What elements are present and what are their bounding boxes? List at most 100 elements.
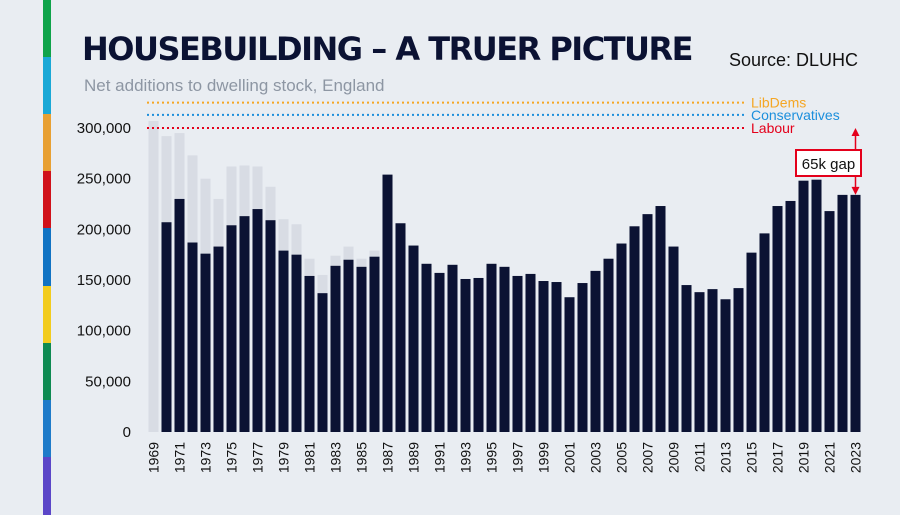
data-bar <box>694 292 705 432</box>
reference-label: Conservatives <box>751 107 840 123</box>
stripe-segment <box>43 114 51 173</box>
chart-subtitle: Net additions to dwelling stock, England <box>84 76 385 95</box>
x-tick-label: 1983 <box>328 442 344 473</box>
y-tick-label: 100,000 <box>77 323 131 340</box>
data-bar <box>265 220 276 432</box>
data-bar <box>486 263 497 432</box>
x-tick-label: 1991 <box>432 442 448 473</box>
x-tick-label: 2013 <box>718 442 734 473</box>
x-tick-label: 1973 <box>198 442 214 473</box>
x-tick-label: 2003 <box>588 442 604 473</box>
data-bar <box>824 211 835 432</box>
data-bar <box>564 297 575 432</box>
source-label: Source: DLUHC <box>728 50 858 70</box>
data-bar <box>850 194 861 432</box>
data-bar <box>421 263 432 432</box>
data-bar <box>356 266 367 432</box>
data-bar <box>174 198 185 432</box>
data-bar <box>642 214 653 432</box>
data-bar <box>473 277 484 432</box>
x-tick-label: 2019 <box>796 442 812 473</box>
stripe-segment <box>43 456 51 515</box>
data-bar <box>304 275 315 432</box>
stripe-segment <box>43 57 51 116</box>
data-bar <box>681 285 692 432</box>
data-bar <box>161 222 172 432</box>
data-bar <box>512 275 523 432</box>
gap-arrow-down-head <box>851 186 860 195</box>
x-tick-label: 1989 <box>406 442 422 473</box>
x-tick-label: 2001 <box>562 442 578 473</box>
stripe-segment <box>43 285 51 344</box>
x-tick-label: 1977 <box>250 442 266 473</box>
data-bar <box>616 243 627 432</box>
data-bar <box>317 293 328 432</box>
data-bar <box>408 245 419 432</box>
data-bar <box>785 200 796 432</box>
data-bar <box>291 254 302 432</box>
data-bar <box>668 246 679 432</box>
chart-title: HOUSEBUILDING – A TRUER PICTURE <box>82 30 694 68</box>
gap-label-box <box>795 149 862 177</box>
data-bar <box>343 259 354 432</box>
x-tick-label: 1987 <box>380 442 396 473</box>
data-bar <box>369 256 380 432</box>
x-tick-label: 2009 <box>666 442 682 473</box>
data-bar <box>434 272 445 432</box>
reference-label: Labour <box>751 120 795 136</box>
x-tick-label: 2005 <box>614 442 630 473</box>
x-tick-label: 2007 <box>640 442 656 473</box>
x-tick-label: 2011 <box>692 442 708 472</box>
data-bar <box>603 258 614 432</box>
x-tick-label: 1975 <box>224 442 240 473</box>
y-tick-label: 150,000 <box>77 272 131 289</box>
data-bar <box>499 266 510 432</box>
data-bar <box>538 281 549 432</box>
data-bar <box>460 278 471 432</box>
data-bar <box>655 206 666 432</box>
y-tick-label: 0 <box>123 424 131 441</box>
data-bar <box>629 226 640 432</box>
data-bar <box>252 209 263 432</box>
data-bar <box>525 273 536 432</box>
data-bar <box>226 225 237 432</box>
data-bar <box>330 265 341 432</box>
data-bar <box>447 264 458 432</box>
data-bar <box>772 206 783 432</box>
y-tick-label: 200,000 <box>77 221 131 238</box>
data-bar <box>551 282 562 432</box>
data-bar <box>837 194 848 432</box>
data-bar <box>733 288 744 432</box>
data-bar <box>577 283 588 432</box>
data-bar <box>798 180 809 432</box>
stripe-segment <box>43 342 51 401</box>
x-tick-label: 1981 <box>302 442 318 473</box>
x-tick-label: 1969 <box>146 442 162 473</box>
x-tick-label: 2021 <box>822 442 838 473</box>
data-bar <box>200 253 211 432</box>
data-bar <box>590 270 601 432</box>
x-tick-label: 1997 <box>510 442 526 473</box>
gap-label: 65k gap <box>802 156 855 173</box>
reference-label: LibDems <box>751 95 806 111</box>
data-bar <box>720 299 731 432</box>
x-tick-label: 2023 <box>848 442 864 473</box>
x-tick-label: 1999 <box>536 442 552 473</box>
x-tick-label: 1979 <box>276 442 292 473</box>
stripe-segment <box>43 228 51 287</box>
data-bar <box>759 233 770 432</box>
data-bar <box>213 246 224 432</box>
x-tick-label: 1993 <box>458 442 474 473</box>
x-tick-label: 1985 <box>354 442 370 473</box>
gap-arrow-up-head <box>851 128 860 136</box>
data-bar <box>707 289 718 432</box>
stripe-segment <box>43 171 51 230</box>
x-tick-label: 1971 <box>172 442 188 473</box>
stripe-segment <box>43 399 51 458</box>
data-bar <box>395 223 406 432</box>
data-bar <box>746 252 757 432</box>
data-bar <box>382 174 393 432</box>
data-bar <box>278 250 289 432</box>
data-bar <box>239 216 250 432</box>
y-tick-label: 300,000 <box>77 120 131 137</box>
